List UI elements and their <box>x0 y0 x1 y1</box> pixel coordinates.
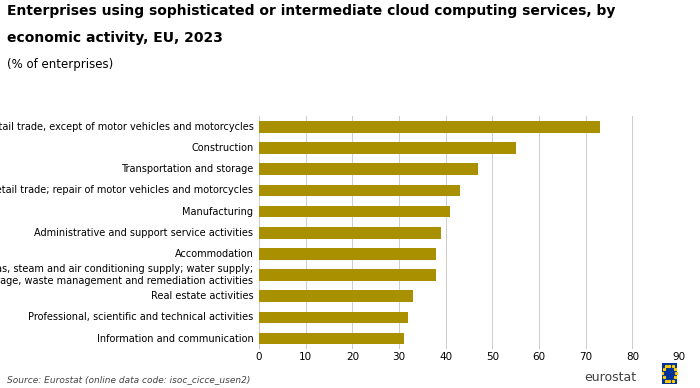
Bar <box>259 291 413 302</box>
Bar <box>259 333 404 345</box>
Text: (% of enterprises): (% of enterprises) <box>7 58 113 71</box>
Bar <box>259 142 516 154</box>
Bar <box>259 185 460 196</box>
Bar <box>259 312 408 323</box>
Text: economic activity, EU, 2023: economic activity, EU, 2023 <box>7 31 223 45</box>
Bar <box>259 227 441 239</box>
Bar <box>259 269 436 281</box>
Bar <box>259 121 600 133</box>
Text: Enterprises using sophisticated or intermediate cloud computing services, by: Enterprises using sophisticated or inter… <box>7 4 615 18</box>
Bar <box>259 206 450 217</box>
Text: eurostat: eurostat <box>584 371 636 384</box>
Bar <box>259 248 436 260</box>
Text: Source: Eurostat (online data code: isoc_cicce_usen2): Source: Eurostat (online data code: isoc… <box>7 375 251 384</box>
Bar <box>259 163 478 175</box>
